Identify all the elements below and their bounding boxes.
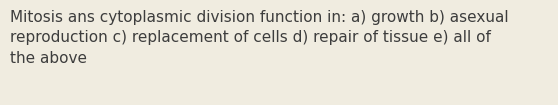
Text: Mitosis ans cytoplasmic division function in: a) growth b) asexual
reproduction : Mitosis ans cytoplasmic division functio… xyxy=(10,10,509,66)
